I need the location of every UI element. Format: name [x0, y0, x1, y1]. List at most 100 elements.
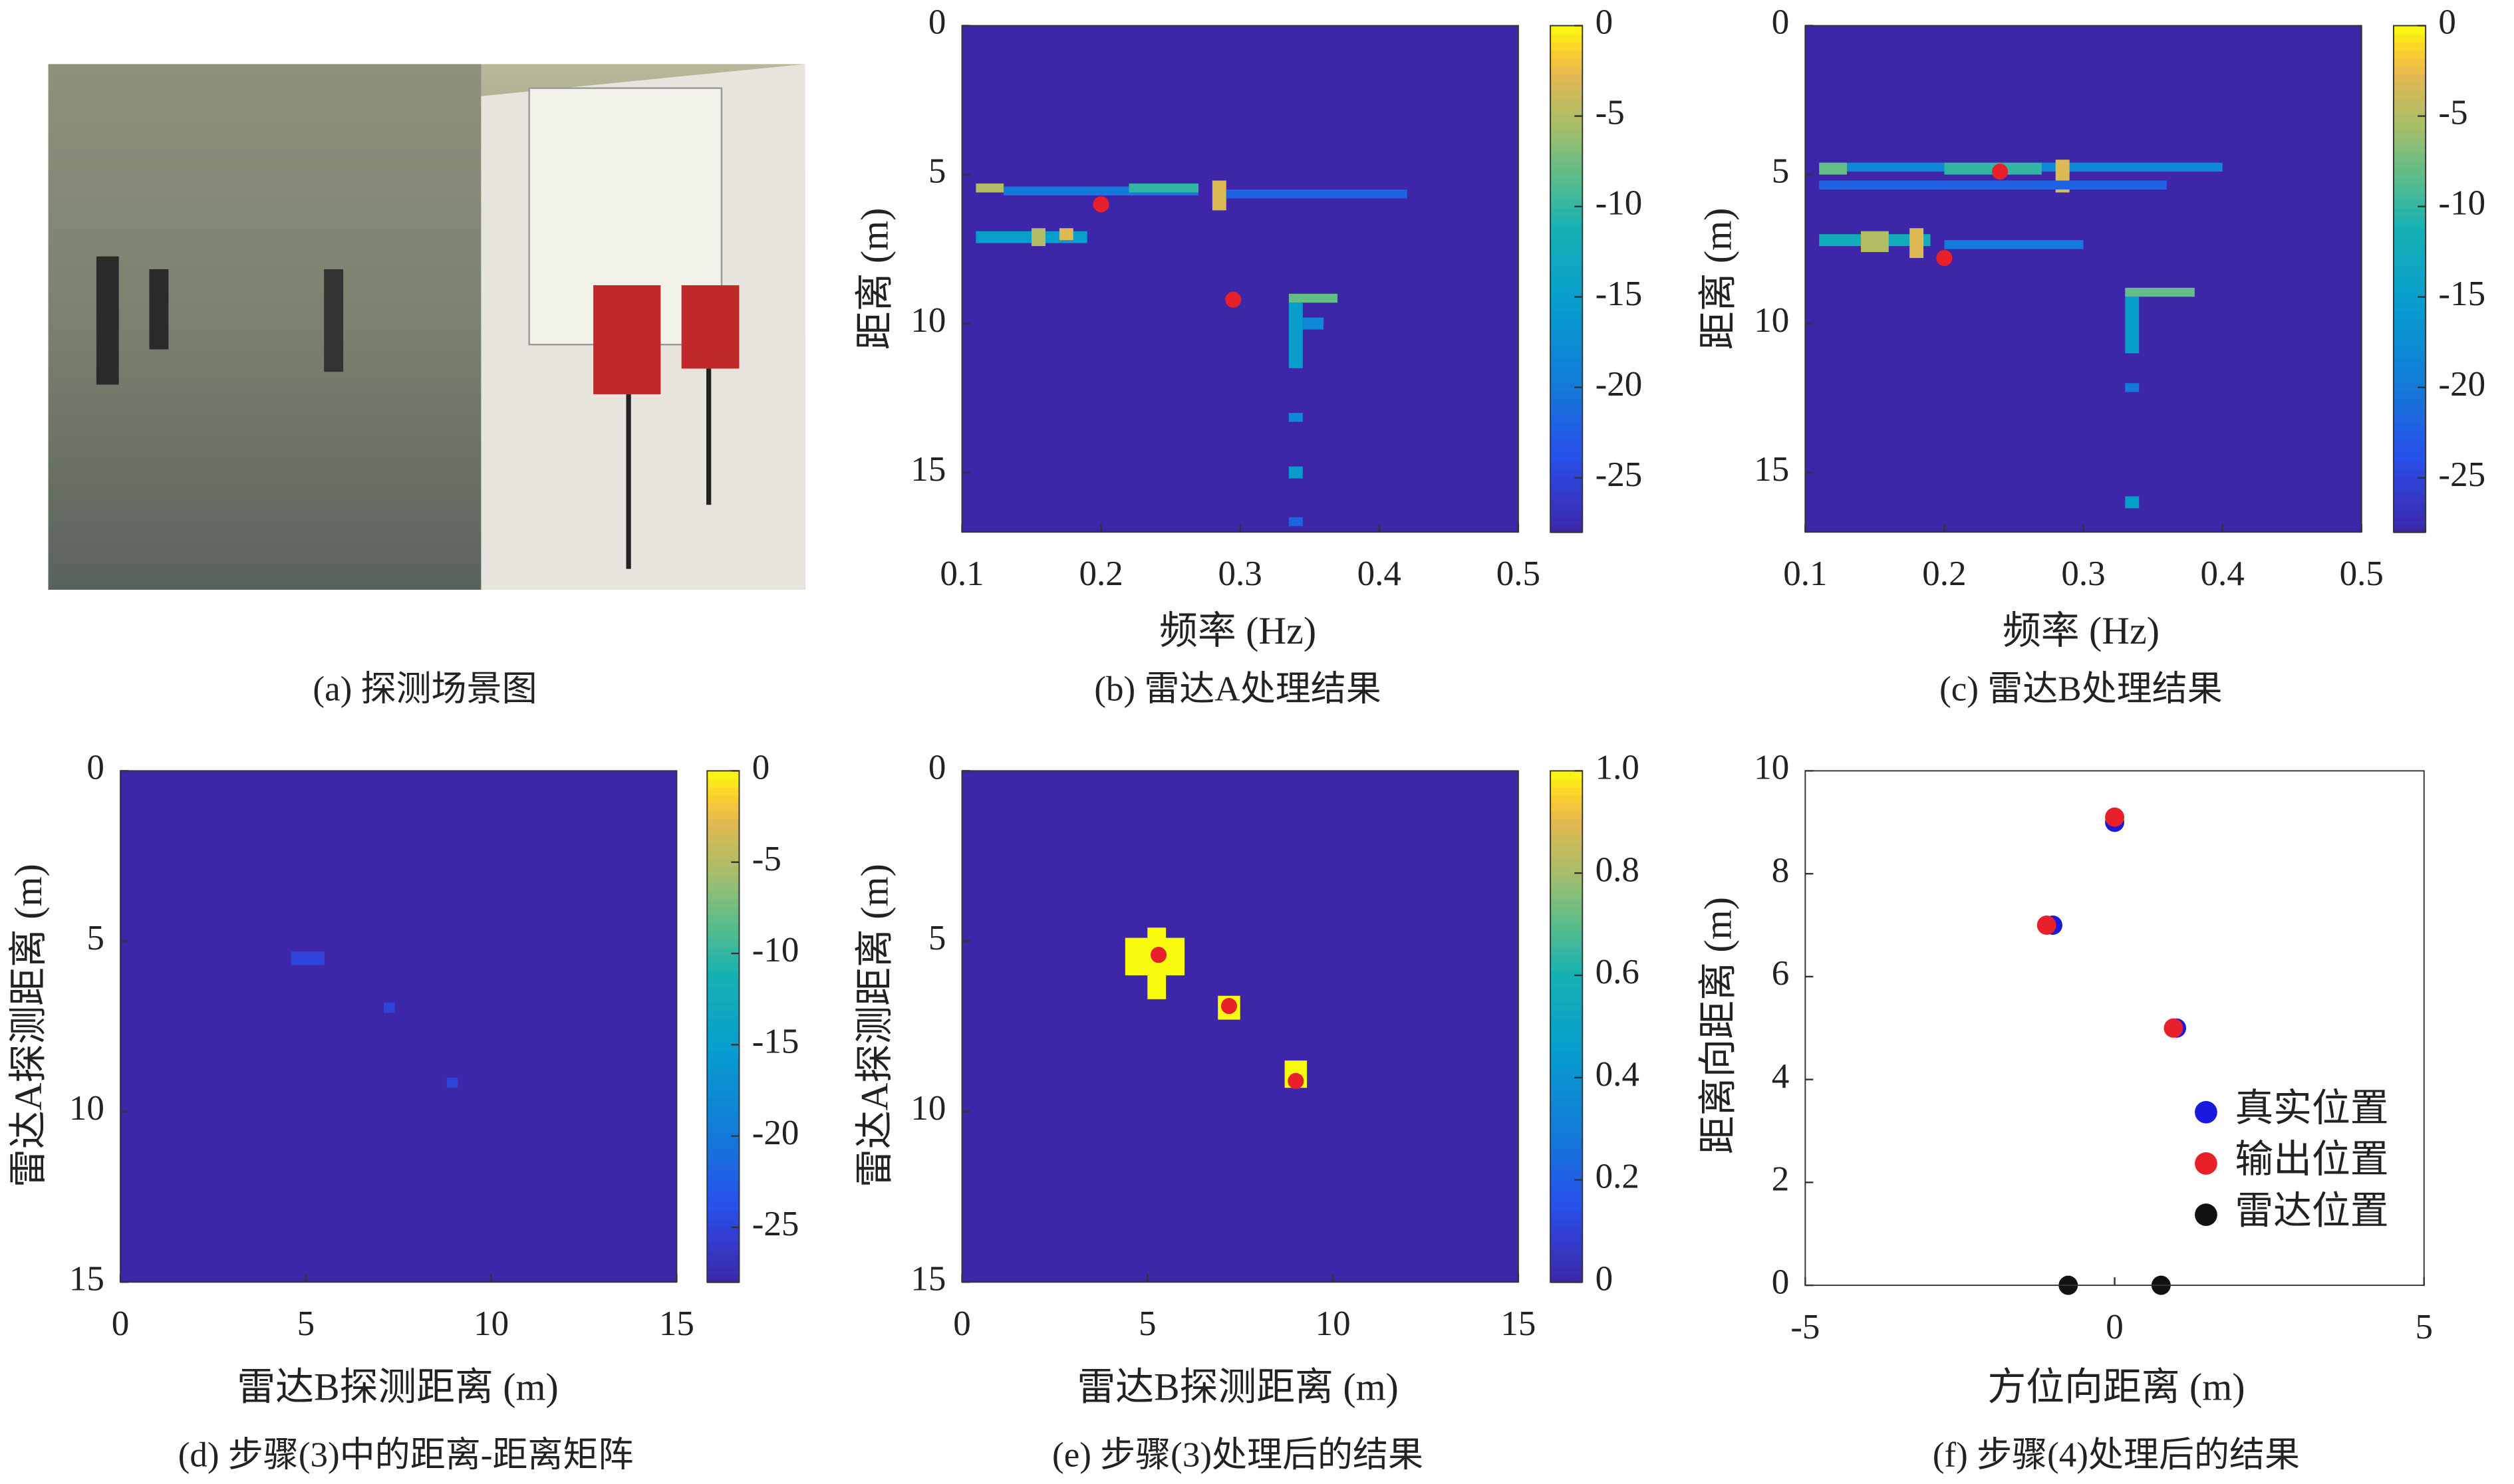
colorbar-tick-label: 0 — [1596, 3, 1613, 42]
x-tick-label: -5 — [1790, 1308, 1820, 1346]
colorbar-swatch — [1550, 1250, 1583, 1259]
y-tick-label: 10 — [1754, 301, 1789, 340]
y-tick-label: 10 — [910, 1089, 946, 1128]
colorbar-swatch — [2393, 49, 2426, 59]
colorbar-swatch — [1550, 199, 1583, 209]
heatmap-cell — [1944, 240, 2084, 249]
y-tick-label: 15 — [910, 450, 946, 489]
x-tick-label: 0 — [112, 1304, 130, 1343]
x-axis-label: 方位向距离 (m) — [1987, 1365, 2245, 1408]
heatmap-cell — [1226, 189, 1407, 199]
colorbar-tick-label: -25 — [2438, 455, 2485, 494]
colorbar-swatch — [2393, 239, 2426, 249]
colorbar-swatch — [2393, 326, 2426, 336]
colorbar-tick-label: -20 — [1596, 365, 1643, 404]
colorbar-tick-label: -15 — [1596, 275, 1643, 313]
colorbar-swatch — [707, 1026, 740, 1036]
caption: (a) 探测场景图 — [313, 670, 537, 708]
colorbar-swatch — [707, 1066, 740, 1076]
colorbar-swatch — [2393, 104, 2426, 114]
x-tick-label: 5 — [297, 1304, 315, 1343]
colorbar-swatch — [2393, 382, 2426, 391]
colorbar-swatch — [2393, 469, 2426, 478]
colorbar-swatch — [1550, 120, 1583, 130]
colorbar-swatch — [707, 1106, 740, 1116]
colorbar-swatch — [2393, 334, 2426, 344]
colorbar-swatch — [1550, 779, 1583, 788]
colorbar-swatch — [1550, 1002, 1583, 1012]
colorbar-swatch — [707, 1034, 740, 1044]
colorbar-tick-label: -25 — [752, 1205, 799, 1243]
colorbar-swatch — [1550, 818, 1583, 828]
colorbar-swatch — [1550, 358, 1583, 367]
heatmap-cell — [1288, 517, 1303, 527]
colorbar-swatch — [1550, 421, 1583, 430]
x-tick-label: 5 — [2415, 1308, 2433, 1346]
colorbar-swatch — [1550, 890, 1583, 900]
x-tick-label: 10 — [474, 1304, 509, 1343]
colorbar-swatch — [2393, 215, 2426, 225]
colorbar-swatch — [2393, 152, 2426, 162]
colorbar-swatch — [2393, 144, 2426, 154]
colorbar-swatch — [707, 986, 740, 996]
colorbar-swatch — [1550, 850, 1583, 860]
y-tick-label: 5 — [86, 919, 104, 957]
colorbar-swatch — [1550, 168, 1583, 178]
colorbar-tick-label: -20 — [2438, 365, 2485, 404]
colorbar-swatch — [1550, 342, 1583, 351]
colorbar-swatch — [707, 1074, 740, 1084]
y-tick-label: 15 — [69, 1259, 104, 1298]
colorbar-swatch — [1550, 1018, 1583, 1028]
colorbar-swatch — [2393, 207, 2426, 217]
colorbar-swatch — [1550, 104, 1583, 114]
scatter-point — [2164, 1018, 2183, 1038]
x-axis-label: 频率 (Hz) — [1159, 609, 1316, 652]
colorbar-swatch — [1550, 787, 1583, 796]
colorbar-swatch — [1550, 1058, 1583, 1068]
colorbar-swatch — [707, 922, 740, 932]
photo — [48, 64, 805, 590]
y-tick-label: 0 — [1772, 1263, 1790, 1301]
colorbar-swatch — [1550, 136, 1583, 146]
colorbar-swatch — [707, 1018, 740, 1028]
colorbar-tick-label: 0 — [1596, 1259, 1613, 1298]
colorbar-swatch — [1550, 1130, 1583, 1140]
x-tick-label: 0.4 — [2201, 555, 2245, 593]
x-tick-label: 0.2 — [1922, 555, 1966, 593]
colorbar-swatch — [1550, 962, 1583, 972]
colorbar-swatch — [2393, 112, 2426, 122]
colorbar-swatch — [1550, 1186, 1583, 1195]
colorbar-swatch — [707, 930, 740, 940]
y-axis-label: 距离 (m) — [1696, 208, 1739, 350]
y-tick-label: 5 — [928, 919, 946, 957]
colorbar-swatch — [1550, 128, 1583, 138]
colorbar-swatch — [1550, 826, 1583, 836]
colorbar-swatch — [1550, 1162, 1583, 1172]
x-tick-label: 0 — [953, 1304, 971, 1343]
colorbar-swatch — [2393, 25, 2426, 35]
y-tick-label: 5 — [928, 152, 946, 191]
colorbar-swatch — [2393, 231, 2426, 241]
colorbar-swatch — [2393, 453, 2426, 462]
colorbar-swatch — [1550, 771, 1583, 780]
colorbar-swatch — [1550, 954, 1583, 964]
colorbar-swatch — [1550, 1170, 1583, 1179]
colorbar-swatch — [2393, 33, 2426, 43]
colorbar-swatch — [2393, 318, 2426, 328]
colorbar-swatch — [2393, 96, 2426, 106]
colorbar-swatch — [707, 1242, 740, 1251]
colorbar-swatch — [2393, 88, 2426, 98]
colorbar-swatch — [1550, 970, 1583, 980]
colorbar-swatch — [1550, 938, 1583, 948]
marker — [1150, 947, 1167, 963]
colorbar-swatch — [1550, 397, 1583, 407]
legend-label: 真实位置 — [2235, 1086, 2388, 1130]
legend-label: 雷达位置 — [2235, 1189, 2388, 1232]
y-tick-label: 10 — [69, 1089, 104, 1128]
colorbar-swatch — [707, 1250, 740, 1259]
x-tick-label: 15 — [659, 1304, 694, 1343]
colorbar-swatch — [707, 890, 740, 900]
colorbar-swatch — [1550, 49, 1583, 59]
marker — [1093, 196, 1109, 213]
colorbar-swatch — [1550, 834, 1583, 844]
